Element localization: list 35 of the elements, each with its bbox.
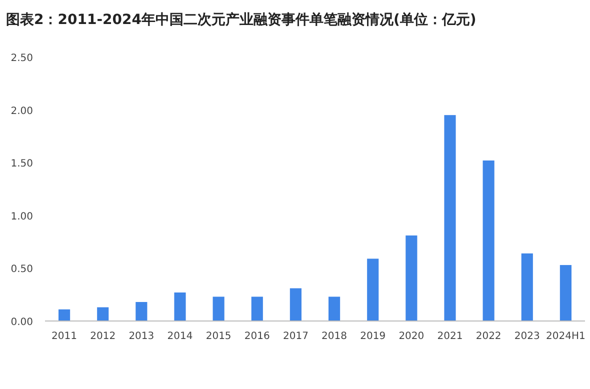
bar [521, 253, 533, 321]
bar [482, 160, 494, 321]
bar [97, 307, 109, 321]
chart-title: 图表2：2011-2024年中国二次元产业融资事件单笔融资情况(单位：亿元) [6, 11, 476, 28]
x-tick-label: 2022 [476, 331, 502, 342]
y-tick-label: 2.00 [10, 106, 33, 117]
x-tick-label: 2013 [128, 331, 154, 342]
x-tick-label: 2024H1 [546, 331, 586, 342]
bar [136, 302, 148, 321]
bar [58, 309, 70, 321]
x-tick-label: 2021 [437, 331, 463, 342]
y-tick-label: 0.50 [10, 264, 33, 276]
bar [367, 258, 379, 321]
bar [290, 288, 302, 321]
y-tick-label: 0.00 [10, 317, 33, 328]
x-tick-label: 2011 [52, 331, 78, 342]
bar [328, 296, 340, 321]
x-tick-label: 2016 [244, 331, 270, 342]
x-tick-label: 2023 [514, 331, 540, 342]
x-tick-label: 2019 [360, 331, 386, 342]
x-tick-label: 2014 [167, 331, 193, 342]
bar [406, 235, 418, 321]
bar [444, 115, 456, 321]
x-tick-label: 2015 [206, 331, 232, 342]
bar [174, 292, 186, 321]
y-tick-label: 1.50 [10, 158, 33, 170]
y-tick-label: 1.00 [10, 211, 33, 222]
bar [212, 296, 224, 321]
x-tick-label: 2017 [282, 331, 308, 342]
x-tick-label: 2018 [322, 331, 348, 342]
x-tick-label: 2020 [398, 331, 424, 342]
y-tick-label: 2.50 [10, 53, 33, 64]
bar [560, 265, 572, 321]
bar [251, 296, 263, 321]
x-tick-label: 2012 [90, 331, 116, 342]
